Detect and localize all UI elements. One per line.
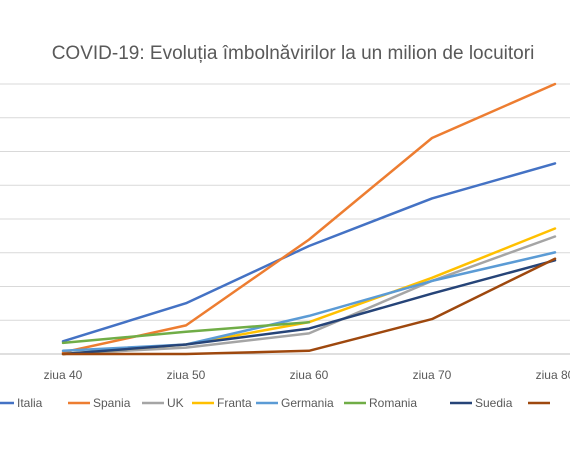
gridlines xyxy=(0,83,570,355)
series-line-uk xyxy=(61,235,557,356)
x-tick-label: ziua 60 xyxy=(290,368,329,382)
series-line-series-8 xyxy=(61,257,557,356)
legend: Italia Spania UK Franta Germania Romania Suedi… xyxy=(0,396,550,410)
x-tick-label: ziua 50 xyxy=(167,368,206,382)
legend-label-franta: Franta xyxy=(217,396,252,410)
series-line-romania xyxy=(61,320,311,345)
series-line-italia xyxy=(61,162,557,343)
legend-label-italia: Italia xyxy=(17,396,43,410)
legend-label-uk: UK xyxy=(167,396,184,410)
series-line-spania xyxy=(61,82,557,354)
x-tick-label: ziua 80 xyxy=(536,368,570,382)
legend-label-romania: Romania xyxy=(369,396,417,410)
legend-label-germania: Germania xyxy=(281,396,334,410)
x-tick-label: ziua 40 xyxy=(44,368,83,382)
legend-label-suedia: Suedia xyxy=(475,396,513,410)
chart-title: COVID-19: Evoluția îmbolnăvirilor la un … xyxy=(52,43,535,64)
series-lines xyxy=(61,82,557,356)
x-tick-label: ziua 70 xyxy=(413,368,452,382)
series-line-suedia xyxy=(61,259,557,356)
legend-label-spania: Spania xyxy=(93,396,131,410)
x-axis-ticks: ziua 40 ziua 50 ziua 60 ziua 70 ziua 80 xyxy=(44,368,570,382)
